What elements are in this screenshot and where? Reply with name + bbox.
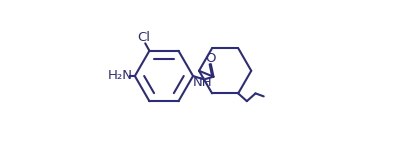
Text: Cl: Cl — [137, 31, 150, 44]
Text: H₂N: H₂N — [108, 69, 133, 83]
Text: O: O — [205, 52, 215, 65]
Text: NH: NH — [193, 76, 213, 89]
